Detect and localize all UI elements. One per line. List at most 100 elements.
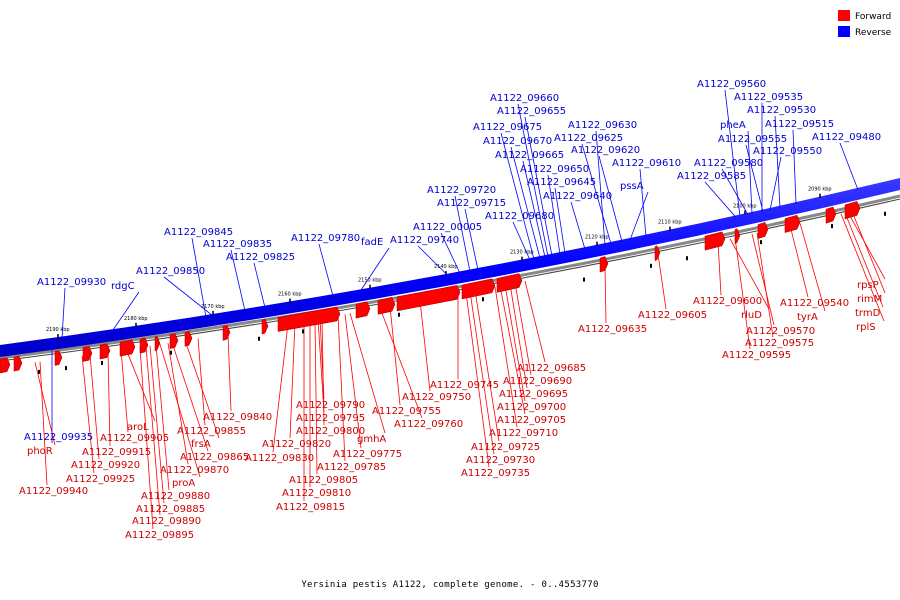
gene-label: A1122_09755: [372, 406, 441, 417]
forward-gene-feature: [461, 278, 496, 300]
leader-line: [107, 351, 111, 447]
leader-line: [337, 315, 346, 462]
gene-label: A1122_09650: [520, 164, 589, 175]
gene-label: A1122_09605: [638, 310, 707, 321]
tick-label: 2100 kbp: [733, 203, 757, 209]
leader-line: [524, 116, 553, 256]
leader-line: [197, 338, 206, 426]
minor-feature-mark: [302, 329, 304, 334]
leader-line: [724, 89, 741, 217]
tick-label: 2180 kbp: [124, 316, 148, 322]
gene-label: gmhA: [357, 434, 386, 445]
gene-label: A1122_09710: [489, 428, 558, 439]
leader-line: [389, 306, 401, 406]
leader-line: [139, 347, 154, 530]
leader-line: [554, 187, 566, 254]
leader-line: [581, 143, 612, 244]
leader-line: [230, 249, 246, 311]
leader-line: [289, 322, 296, 439]
leader-line: [344, 314, 362, 449]
legend: Forward Reverse: [838, 10, 892, 38]
gene-label: tyrA: [797, 312, 818, 323]
leader-line: [191, 237, 207, 318]
gene-label: frsA: [191, 439, 211, 450]
minor-feature-mark: [760, 240, 762, 245]
leader-line: [359, 247, 390, 292]
gene-label: A1122_09570: [746, 326, 815, 337]
gene-label: rpsP: [857, 280, 879, 291]
gene-label: A1122_09870: [160, 465, 229, 476]
minor-feature-mark: [583, 277, 585, 282]
gene-label: A1122_09705: [497, 415, 566, 426]
legend-forward-label: Forward: [855, 12, 891, 22]
gene-label: rplS: [856, 322, 876, 333]
gene-label: A1122_09685: [517, 363, 586, 374]
tick-layer: 2090 kbp 2100 kbp 2110 kbp 2120 kbp 2130 kbp…: [46, 187, 832, 339]
gene-label: A1122_09850: [136, 266, 205, 277]
gene-label: A1122_09935: [24, 432, 93, 443]
gene-label: trmD: [855, 308, 881, 319]
leader-line: [34, 362, 56, 446]
gene-label: A1122_09595: [722, 350, 791, 361]
gene-label: A1122_09655: [497, 106, 566, 117]
leader-line: [155, 344, 170, 491]
gene-label: A1122_09740: [390, 235, 459, 246]
gene-label: A1122_09690: [503, 376, 572, 387]
gene-label: A1122_09940: [19, 486, 88, 497]
tick-label: 2140 kbp: [434, 264, 458, 270]
gene-label: A1122_09790: [296, 400, 365, 411]
legend-reverse-label: Reverse: [855, 28, 892, 38]
forward-gene-feature: [784, 214, 801, 233]
forward-gene-feature: [261, 318, 269, 335]
leader-line: [318, 243, 334, 297]
gene-label: A1122_09480: [812, 132, 881, 143]
forward-gene-feature: [169, 333, 179, 349]
leader-line: [639, 168, 647, 237]
leader-line: [39, 361, 48, 486]
gene-label: A1122_09825: [226, 252, 295, 263]
leader-line: [89, 354, 100, 460]
gene-label: fadE: [361, 237, 383, 248]
leader-line: [514, 282, 532, 376]
forward-gene-feature: [355, 301, 371, 319]
gene-label: A1122_09695: [499, 389, 568, 400]
leader-line: [595, 130, 606, 246]
gene-label: A1122_09905: [100, 433, 169, 444]
gene-label: A1122_09610: [612, 158, 681, 169]
minor-feature-mark: [686, 256, 688, 261]
gene-label: A1122_09550: [753, 146, 822, 157]
gene-label: A1122_09915: [82, 447, 151, 458]
minor-feature-mark: [884, 211, 886, 216]
leader-line: [704, 181, 737, 218]
forward-gene-feature: [825, 206, 837, 224]
gene-labels: A1122_09560 A1122_09535 A1122_09530 A1122_0…: [19, 79, 882, 541]
gene-label: A1122_00005: [413, 222, 482, 233]
gene-label: pssA: [620, 181, 644, 192]
minor-feature-mark: [101, 360, 103, 365]
genome-caption: Yersinia pestis A1122, complete genome. …: [301, 580, 598, 590]
gene-label: A1122_09725: [471, 442, 540, 453]
gene-label: A1122_09560: [697, 79, 766, 90]
leader-line: [799, 223, 826, 312]
legend-forward-swatch: [838, 10, 850, 21]
gene-label: A1122_09660: [490, 93, 559, 104]
leader-line: [524, 280, 546, 363]
gene-label: A1122_09600: [693, 296, 762, 307]
leader-line: [474, 290, 500, 442]
gene-label: A1122_09760: [394, 419, 463, 430]
forward-gene-feature: [654, 245, 661, 262]
tick-label: 2130 kbp: [510, 250, 534, 256]
gene-label: A1122_09750: [402, 392, 471, 403]
leader-line: [792, 129, 797, 205]
gene-label: A1122_09680: [485, 211, 554, 222]
leader-line: [604, 265, 607, 324]
leader-line: [547, 174, 561, 255]
gene-label: A1122_09675: [473, 122, 542, 133]
leader-line: [717, 241, 722, 296]
gene-label: rluD: [741, 310, 762, 321]
gene-label: A1122_09895: [125, 530, 194, 541]
gene-label: A1122_09810: [282, 488, 351, 499]
gene-label: A1122_09930: [37, 277, 106, 288]
leader-line: [769, 156, 782, 211]
forward-gene-feature: [757, 222, 769, 239]
